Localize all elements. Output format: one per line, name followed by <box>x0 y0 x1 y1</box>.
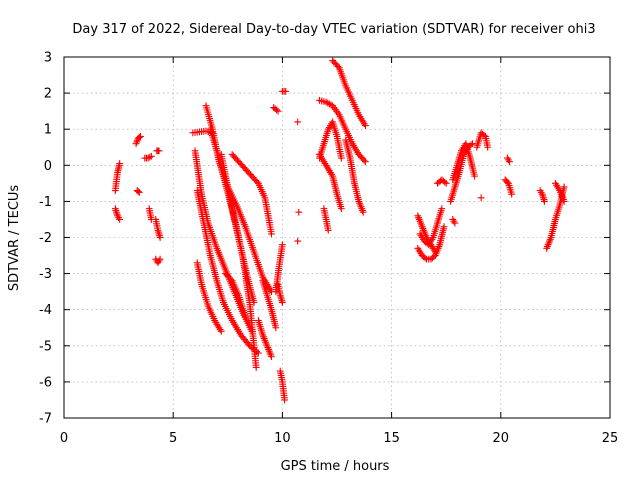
data-point <box>360 156 368 164</box>
data-point <box>268 353 275 361</box>
data-point <box>450 217 458 225</box>
data-point <box>116 216 124 223</box>
data-point <box>508 190 516 198</box>
y-tick-label: -2 <box>39 231 52 246</box>
y-tick-label: 0 <box>44 159 52 174</box>
y-tick-label: -1 <box>39 195 52 210</box>
data-point <box>144 154 152 162</box>
y-tick-label: -4 <box>39 303 52 318</box>
data-point <box>137 133 144 140</box>
x-tick-label: 25 <box>602 431 619 446</box>
data-point <box>442 179 450 187</box>
data-point <box>134 188 142 195</box>
data-point <box>560 198 568 205</box>
data-point <box>241 313 249 321</box>
data-point <box>146 153 154 161</box>
data-point <box>116 160 124 167</box>
data-point <box>334 62 342 70</box>
y-tick-label: 3 <box>44 51 52 66</box>
data-point <box>250 299 258 306</box>
data-point <box>272 324 280 332</box>
data-point <box>294 118 302 126</box>
x-tick-label: 20 <box>493 431 510 446</box>
data-point <box>295 208 303 216</box>
data-point <box>279 241 286 249</box>
data-point <box>541 198 548 205</box>
data-point <box>441 178 449 186</box>
data-point <box>451 219 459 227</box>
data-point <box>337 205 345 213</box>
x-tick-label: 0 <box>60 431 68 446</box>
axes: 0 5 10 15 20 25 -7 -6 -5 -4 -3 -2 -1 0 1 2 3 <box>39 51 618 447</box>
data-point <box>471 172 478 180</box>
data-point <box>324 226 332 234</box>
data-point <box>156 255 164 263</box>
data-point <box>274 107 282 115</box>
data-point <box>254 349 262 357</box>
data-point <box>281 396 288 404</box>
chart-title: Day 317 of 2022, Sidereal Day-to-day VTE… <box>72 22 595 37</box>
data-point <box>147 152 155 160</box>
data-point <box>505 156 512 164</box>
y-tick-label: -7 <box>39 412 52 427</box>
data-point <box>227 275 235 283</box>
data-point <box>252 364 260 371</box>
data-point <box>440 223 448 231</box>
y-axis-label: SDTVAR / TECUs <box>7 185 22 292</box>
data-point <box>294 237 302 245</box>
data-point <box>253 178 261 186</box>
data-point <box>477 194 485 202</box>
data-point <box>560 183 568 191</box>
data-point <box>217 327 225 335</box>
data-point <box>155 147 163 155</box>
data-point <box>506 158 513 166</box>
data-point <box>135 133 143 141</box>
data-point <box>244 340 252 348</box>
data-point <box>156 234 164 241</box>
y-tick-label: -6 <box>39 375 52 390</box>
data-point <box>361 158 369 166</box>
x-tick-label: 15 <box>383 431 400 446</box>
data-point <box>273 106 280 114</box>
y-tick-label: -3 <box>39 267 52 282</box>
grid <box>64 57 610 418</box>
data-point <box>438 205 446 213</box>
data-point <box>361 122 369 129</box>
data-point <box>135 188 143 196</box>
x-axis-label: GPS time / hours <box>281 459 390 474</box>
y-tick-label: 1 <box>44 123 52 138</box>
y-tick-label: -5 <box>39 339 52 354</box>
data-point <box>282 87 290 95</box>
data-point <box>359 208 367 216</box>
data-point <box>337 154 345 162</box>
x-tick-label: 5 <box>169 431 177 446</box>
y-tick-label: 2 <box>44 87 52 102</box>
data-point <box>467 141 475 149</box>
data-point <box>484 143 492 151</box>
data-point <box>421 254 429 262</box>
data-point <box>268 230 275 238</box>
x-tick-label: 10 <box>274 431 291 446</box>
data-points <box>111 57 568 404</box>
data-point <box>279 299 286 306</box>
